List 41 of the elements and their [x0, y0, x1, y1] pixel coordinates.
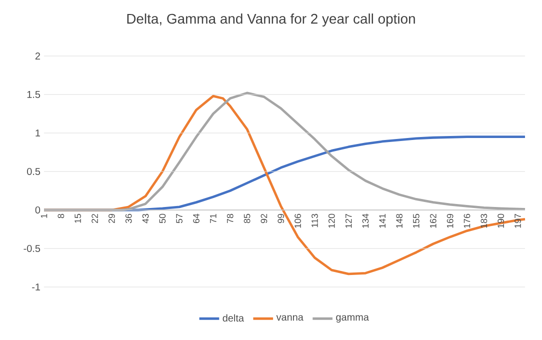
x-tick-label: 92	[260, 214, 268, 224]
y-tick-label: -1	[32, 284, 40, 290]
x-tick-label: 127	[345, 214, 352, 228]
legend-label: gamma	[336, 315, 369, 323]
legend-label: delta	[222, 314, 244, 322]
x-tick-label: 78	[226, 214, 234, 224]
x-tick-label: 15	[74, 214, 81, 223]
y-tick-label: 1	[36, 130, 40, 136]
y-tick-label: -0.5	[24, 244, 40, 252]
x-tick-label: 141	[379, 214, 386, 228]
legend-label: vanna	[276, 315, 304, 321]
x-tick-label: 155	[413, 214, 420, 228]
x-tick-label: 120	[328, 214, 335, 228]
x-tick-label: 36	[125, 214, 132, 224]
x-tick-label: 183	[480, 214, 488, 228]
x-tick-label: 134	[362, 214, 369, 228]
x-tick-label: 99	[278, 214, 284, 224]
y-tick-label: 0	[35, 206, 40, 214]
x-tick-label: 43	[142, 214, 149, 224]
y-tick-label: 0.5	[27, 168, 40, 176]
y-tick-label: 1.5	[27, 91, 40, 98]
x-tick-label: 197	[514, 214, 521, 228]
x-tick-label: 8	[58, 214, 64, 218]
x-tick-label: 85	[244, 214, 250, 224]
x-tick-label: 190	[498, 214, 504, 228]
x-tick-label: 113	[312, 214, 318, 228]
x-tick-label: 71	[210, 214, 216, 224]
x-tick-label: 64	[193, 214, 200, 224]
x-tick-label: 22	[92, 214, 98, 224]
y-tick-label: 2	[35, 52, 40, 60]
x-tick-label: 1	[40, 214, 48, 218]
x-tick-label: 169	[446, 214, 454, 228]
x-tick-label: 162	[430, 214, 436, 228]
x-tick-label: 50	[159, 214, 166, 224]
x-tick-label: 106	[294, 214, 301, 228]
chart-title: Delta, Gamma and Vanna for 2 year call option	[127, 13, 415, 26]
x-tick-label: 176	[464, 214, 470, 228]
line-series	[42, 92, 526, 212]
x-tick-label: 29	[108, 214, 115, 224]
x-tick-label: 57	[176, 214, 182, 224]
x-tick-label: 148	[396, 214, 402, 228]
